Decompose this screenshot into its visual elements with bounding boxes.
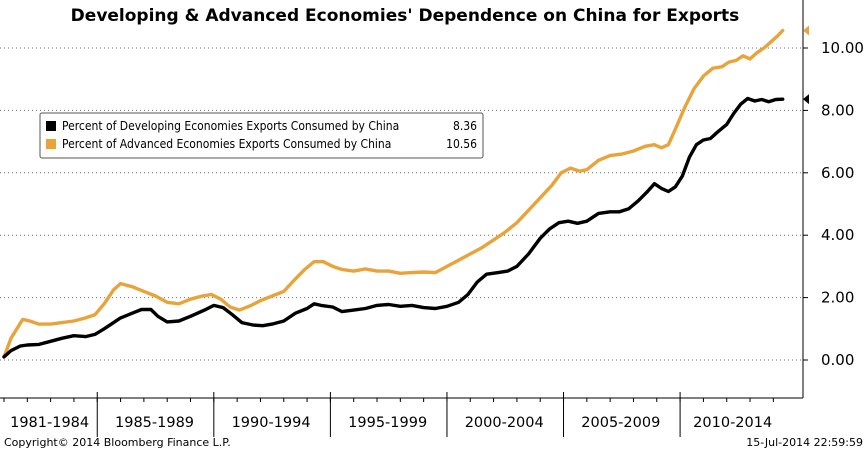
y-tick-label: 6.00	[821, 164, 854, 182]
legend-value-developing: 8.36	[453, 119, 477, 133]
legend-value-advanced: 10.56	[446, 137, 477, 151]
x-period-label: 1981-1984	[10, 415, 89, 431]
legend-swatch-developing	[46, 121, 56, 131]
y-tick-label: 10.00	[821, 39, 864, 57]
y-tick-label: 8.00	[821, 101, 854, 119]
footer-timestamp: 15-Jul-2014 22:59:59	[746, 436, 863, 449]
legend-label-developing: Percent of Developing Economies Exports …	[62, 119, 399, 133]
x-period-label: 1990-1994	[232, 415, 311, 431]
y-tick-label: 0.00	[821, 351, 854, 369]
x-period-label: 2000-2004	[465, 415, 544, 431]
x-period-label: 2005-2009	[581, 415, 660, 431]
legend-swatch-advanced	[46, 139, 56, 149]
last-value-marker-advanced	[803, 25, 809, 36]
series-line-developing	[2, 96, 785, 359]
footer-copyright: Copyright© 2014 Bloomberg Finance L.P.	[4, 436, 231, 449]
y-tick-label: 4.00	[821, 226, 854, 244]
legend-box	[39, 112, 484, 159]
x-period-label: 2010-2014	[693, 415, 772, 431]
x-period-label: 1985-1989	[115, 415, 194, 431]
y-tick-label: 2.00	[821, 289, 854, 307]
series-line-advanced	[2, 28, 785, 359]
x-period-label: 1995-1999	[348, 415, 427, 431]
chart-title: Developing & Advanced Economies' Depende…	[71, 6, 740, 26]
last-value-marker-developing	[803, 94, 809, 105]
legend-label-advanced: Percent of Advanced Economies Exports Co…	[62, 137, 391, 151]
